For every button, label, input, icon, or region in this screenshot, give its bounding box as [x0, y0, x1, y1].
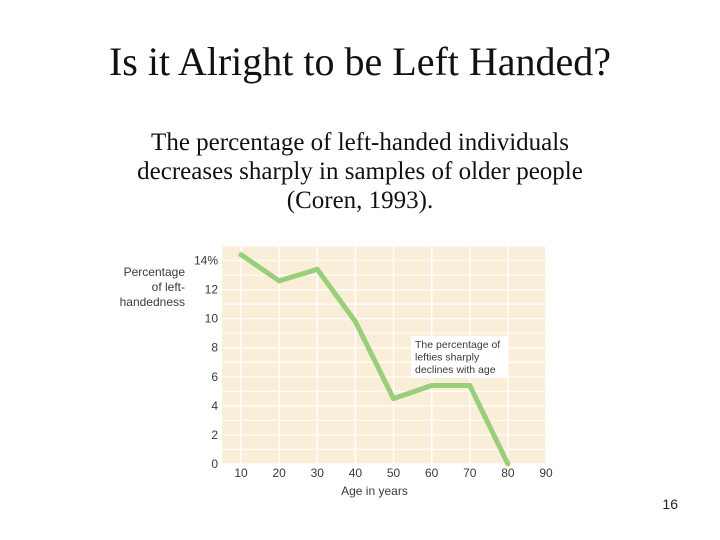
data-point: [429, 383, 435, 389]
y-tick-label: 4: [211, 399, 218, 413]
data-point: [391, 396, 397, 402]
x-axis-label: Age in years: [341, 484, 408, 498]
slide-title: Is it Alright to be Left Handed?: [108, 39, 612, 84]
x-tick-label: 30: [311, 466, 325, 480]
data-point: [467, 383, 473, 389]
y-tick-label: 10: [205, 312, 219, 326]
page-number: 16: [662, 496, 678, 512]
data-point: [505, 461, 511, 467]
x-tick-label: 70: [463, 466, 477, 480]
y-tick-label: 8: [211, 341, 218, 355]
series-group: [238, 252, 511, 467]
x-tick-label: 60: [425, 466, 439, 480]
y-axis-label-line: of left-: [152, 280, 185, 294]
y-axis-label-line: handedness: [120, 295, 185, 309]
x-tick-label: 50: [387, 466, 401, 480]
slide-subtitle: The percentage of left-handed individual…: [70, 128, 650, 215]
data-point: [276, 278, 282, 284]
annotation-line: declines with age: [415, 364, 496, 376]
x-axis-ticks: 10 20 30 40 50 60 70 80 90: [234, 466, 553, 480]
y-tick-label: 0: [211, 457, 218, 471]
annotation-box: [411, 336, 507, 378]
x-tick-label: 40: [349, 466, 363, 480]
data-point: [238, 252, 244, 258]
y-axis-ticks: 0 2 4 6 8 10 12 14%: [194, 254, 218, 471]
x-tick-label: 10: [234, 466, 248, 480]
data-point: [352, 319, 358, 325]
annotation-line: The percentage of: [415, 339, 500, 351]
subtitle-line: decreases sharply in samples of older pe…: [137, 158, 583, 185]
series-line: [238, 252, 511, 467]
y-tick-label: 6: [211, 370, 218, 384]
subtitle-line: The percentage of left-handed individual…: [151, 129, 569, 156]
y-axis-label-line: Percentage: [124, 265, 186, 279]
x-tick-label: 20: [272, 466, 286, 480]
subtitle-line: (Coren, 1993).: [286, 187, 434, 214]
y-tick-label: 2: [211, 428, 218, 442]
x-tick-label: 90: [539, 466, 553, 480]
annotation-line: lefties sharply: [415, 352, 480, 364]
y-tick-label: 14%: [194, 254, 218, 268]
data-point: [314, 266, 320, 272]
y-tick-label: 12: [205, 283, 219, 297]
x-tick-label: 80: [501, 466, 515, 480]
